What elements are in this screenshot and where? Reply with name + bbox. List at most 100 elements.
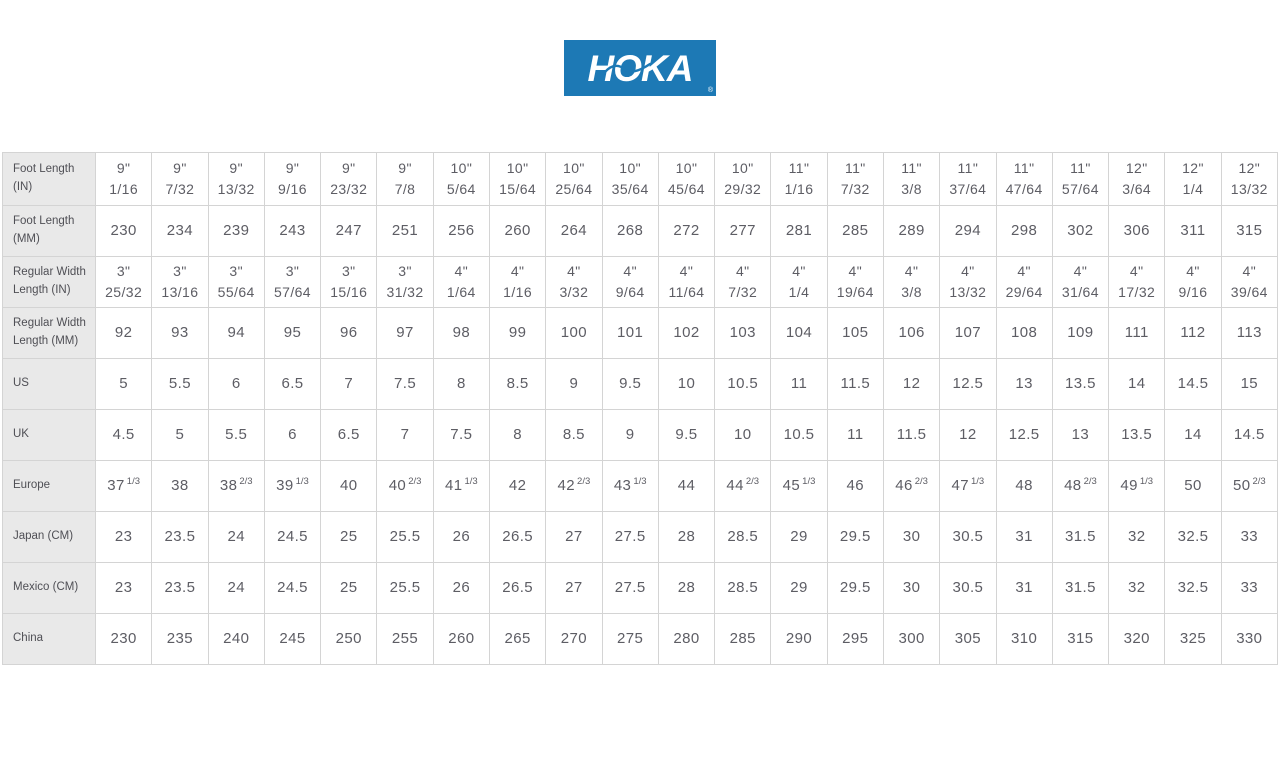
size-cell: 8 bbox=[488, 409, 547, 461]
size-cell: 32.5 bbox=[1164, 562, 1222, 614]
size-cell: 107 bbox=[939, 307, 997, 359]
size-cell: 45 1/3 bbox=[770, 460, 828, 512]
size-cell: 29.5 bbox=[826, 562, 884, 614]
size-cell: 32 bbox=[1108, 562, 1166, 614]
size-cell: 13.5 bbox=[1108, 409, 1166, 461]
size-cell: 5.5 bbox=[207, 409, 265, 461]
size-cell: 10" 15/64 bbox=[488, 152, 547, 206]
size-chart-page: HOKA ® Foot Length (IN) 9" 1/16 9" 7/32 9" … bbox=[0, 40, 1280, 665]
size-cell: 5.5 bbox=[151, 358, 209, 410]
size-cell: 4" 1/64 bbox=[432, 256, 490, 308]
size-cell: 14.5 bbox=[1164, 358, 1222, 410]
size-cell: 9.5 bbox=[601, 358, 659, 410]
row-label: Foot Length (IN) bbox=[2, 152, 96, 206]
size-cell: 230 bbox=[94, 205, 153, 257]
row-label: Regular Width Length (MM) bbox=[2, 307, 96, 359]
size-cell: 13 bbox=[995, 358, 1053, 410]
size-cell: 42 bbox=[488, 460, 547, 512]
size-cell: 23 bbox=[94, 562, 153, 614]
size-cell: 30.5 bbox=[939, 562, 997, 614]
size-cell: 239 bbox=[207, 205, 265, 257]
size-cell: 250 bbox=[320, 613, 378, 665]
size-cell: 9" 7/32 bbox=[151, 152, 209, 206]
size-cell: 32.5 bbox=[1164, 511, 1222, 563]
size-cell: 315 bbox=[1220, 205, 1279, 257]
size-cell: 268 bbox=[601, 205, 659, 257]
size-cell: 105 bbox=[826, 307, 884, 359]
size-cell: 8 bbox=[432, 358, 490, 410]
size-cell: 28 bbox=[657, 511, 716, 563]
size-cell: 50 2/3 bbox=[1220, 460, 1279, 512]
size-cell: 10" 35/64 bbox=[601, 152, 659, 206]
size-cell: 12.5 bbox=[995, 409, 1053, 461]
size-cell: 31.5 bbox=[1051, 511, 1110, 563]
size-cell: 27.5 bbox=[601, 562, 659, 614]
size-cell: 106 bbox=[882, 307, 941, 359]
size-cell: 5 bbox=[151, 409, 209, 461]
size-cell: 12.5 bbox=[939, 358, 997, 410]
table-row: Regular Width Length (IN) 3" 25/32 3" 13/1… bbox=[2, 256, 1279, 308]
size-cell: 97 bbox=[376, 307, 434, 359]
size-cell: 234 bbox=[151, 205, 209, 257]
size-cell: 240 bbox=[207, 613, 265, 665]
size-cell: 30 bbox=[882, 562, 941, 614]
size-cell: 4" 29/64 bbox=[995, 256, 1053, 308]
size-cell: 294 bbox=[939, 205, 997, 257]
size-cell: 14 bbox=[1108, 358, 1166, 410]
size-cell: 5 bbox=[94, 358, 153, 410]
size-cell: 4" 13/32 bbox=[939, 256, 997, 308]
size-cell: 251 bbox=[376, 205, 434, 257]
size-cell: 6.5 bbox=[320, 409, 378, 461]
size-cell: 46 2/3 bbox=[882, 460, 941, 512]
size-cell: 4" 19/64 bbox=[826, 256, 884, 308]
registered-trademark-icon: ® bbox=[707, 87, 713, 94]
size-cell: 37 1/3 bbox=[94, 460, 153, 512]
size-cell: 31.5 bbox=[1051, 562, 1110, 614]
size-cell: 272 bbox=[657, 205, 716, 257]
size-cell: 295 bbox=[826, 613, 884, 665]
size-cell: 28 bbox=[657, 562, 716, 614]
size-cell: 23.5 bbox=[151, 511, 209, 563]
table-row: US 5 5.5 6 6.5 7 7.5 8 8.5 9 9.5 10 10.5 11 11.5 12 12.5… bbox=[2, 358, 1279, 410]
size-cell: 12 bbox=[939, 409, 997, 461]
size-cell: 96 bbox=[320, 307, 378, 359]
size-cell: 285 bbox=[826, 205, 884, 257]
size-cell: 302 bbox=[1051, 205, 1110, 257]
size-cell: 27 bbox=[545, 511, 603, 563]
size-cell: 38 2/3 bbox=[207, 460, 265, 512]
size-cell: 4" 3/8 bbox=[882, 256, 941, 308]
size-cell: 7.5 bbox=[376, 358, 434, 410]
size-cell: 6.5 bbox=[263, 358, 322, 410]
row-label: Mexico (CM) bbox=[2, 562, 96, 614]
size-cell: 38 bbox=[151, 460, 209, 512]
size-cell: 33 bbox=[1220, 511, 1279, 563]
size-cell: 29 bbox=[770, 511, 828, 563]
size-cell: 44 bbox=[657, 460, 716, 512]
size-cell: 310 bbox=[995, 613, 1053, 665]
size-cell: 12 bbox=[882, 358, 941, 410]
size-cell: 31 bbox=[995, 511, 1053, 563]
size-cell: 290 bbox=[770, 613, 828, 665]
size-cell: 24 bbox=[207, 511, 265, 563]
size-cell: 4" 17/32 bbox=[1108, 256, 1166, 308]
size-cell: 10" 25/64 bbox=[545, 152, 603, 206]
size-cell: 4" 9/16 bbox=[1164, 256, 1222, 308]
size-cell: 320 bbox=[1108, 613, 1166, 665]
size-cell: 40 bbox=[320, 460, 378, 512]
size-cell: 11" 7/32 bbox=[826, 152, 884, 206]
size-cell: 26.5 bbox=[488, 511, 547, 563]
size-cell: 7 bbox=[376, 409, 434, 461]
size-cell: 289 bbox=[882, 205, 941, 257]
size-cell: 260 bbox=[432, 613, 490, 665]
size-cell: 43 1/3 bbox=[601, 460, 659, 512]
size-cell: 26 bbox=[432, 511, 490, 563]
size-cell: 7 bbox=[320, 358, 378, 410]
size-cell: 315 bbox=[1051, 613, 1110, 665]
size-cell: 9 bbox=[601, 409, 659, 461]
size-cell: 10" 29/32 bbox=[714, 152, 772, 206]
size-cell: 13 bbox=[1051, 409, 1110, 461]
size-cell: 111 bbox=[1108, 307, 1166, 359]
size-cell: 12" 3/64 bbox=[1108, 152, 1166, 206]
size-cell: 112 bbox=[1164, 307, 1222, 359]
size-cell: 13.5 bbox=[1051, 358, 1110, 410]
